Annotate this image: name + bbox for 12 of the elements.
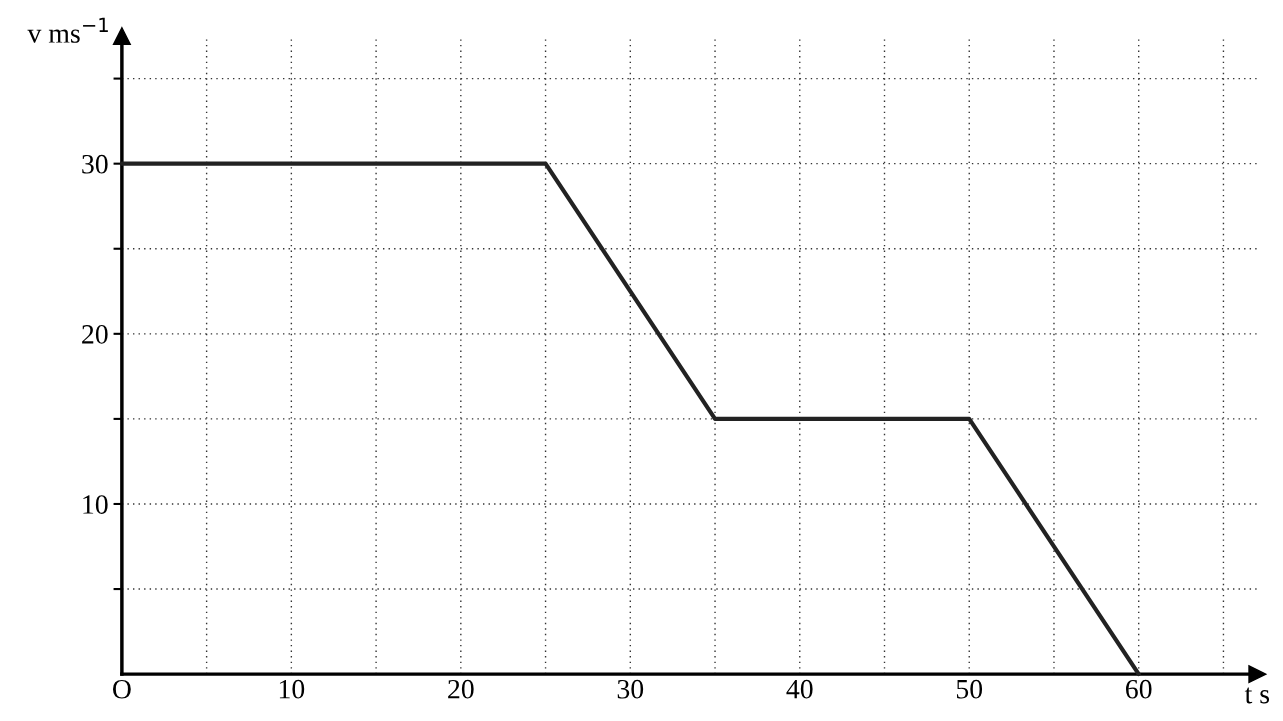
x-axis-title: t s (1244, 687, 1270, 704)
y-tick-label: 10 (83, 495, 108, 514)
x-tick-label: 60 (1126, 679, 1152, 699)
x-tick-label: 20 (448, 679, 474, 699)
y-tick-label: 30 (82, 154, 108, 174)
x-tick-label: 40 (786, 679, 813, 699)
x-tick-label: 30 (617, 679, 644, 699)
x-tick-label: 10 (279, 679, 305, 699)
x-tick-label: 50 (956, 679, 983, 699)
x-tick-label: O (113, 679, 131, 699)
y-tick-label: 20 (82, 324, 108, 344)
y-axis-title: v ms$^{−1}$ (27, 17, 108, 43)
